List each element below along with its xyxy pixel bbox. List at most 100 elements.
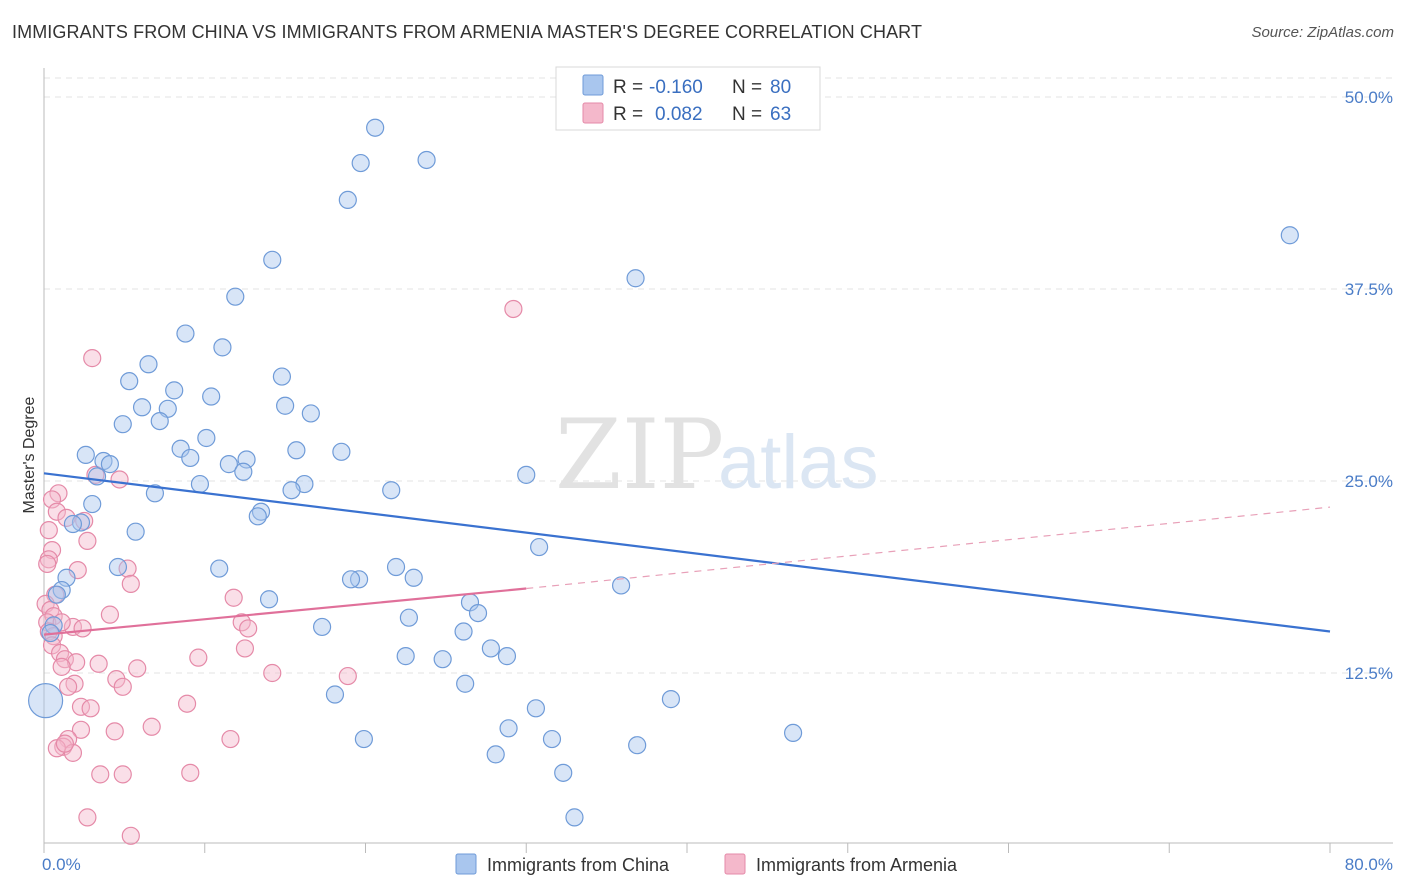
china-point-17 (276, 396, 295, 415)
chart-title: IMMIGRANTS FROM CHINA VS IMMIGRANTS FROM… (12, 22, 923, 42)
china-point-76 (542, 729, 562, 749)
armenia-point-48 (81, 699, 100, 718)
y-axis-label: Master's Degree (21, 396, 38, 513)
trend-line-armenia-extended (526, 506, 1331, 590)
legend-n-label-china: N = (732, 77, 762, 98)
armenia-point-9 (39, 521, 58, 540)
armenia-point-41 (338, 666, 357, 686)
armenia-point-21 (100, 605, 120, 624)
china-point-15 (132, 398, 152, 417)
china-point-9 (213, 338, 232, 357)
china-point-71 (28, 683, 64, 719)
china-point-75 (354, 729, 373, 749)
china-point-45 (530, 537, 549, 557)
grid-lines (44, 77, 1393, 674)
china-point-67 (497, 647, 517, 666)
china-point-24 (332, 442, 351, 461)
china-point-51 (341, 570, 361, 589)
china-point-39 (83, 494, 102, 514)
watermark: ZIP atlas (555, 399, 879, 511)
china-point-29 (100, 455, 120, 474)
y-tick-label-3: 50.0% (1345, 88, 1393, 107)
china-point-3 (338, 190, 357, 210)
china-point-8 (176, 324, 195, 343)
armenia-point-6 (47, 502, 66, 521)
china-point-11 (272, 367, 292, 386)
china-point-65 (396, 647, 415, 666)
armenia-point-49 (142, 717, 161, 736)
china-point-38 (382, 481, 401, 500)
china-point-12 (120, 372, 139, 391)
y-tick-label-0: 12.5% (1345, 664, 1393, 683)
china-point-25 (76, 445, 95, 464)
legend-r-value-armenia: 0.082 (655, 104, 703, 125)
stats-legend: R = -0.160 N = 80 R = 0.082 N = 63 (555, 66, 821, 131)
china-point-10 (139, 355, 158, 374)
china-point-7 (226, 287, 245, 306)
china-point-18 (301, 404, 320, 423)
armenia-point-35 (189, 648, 208, 667)
source-label: Source: ZipAtlas.com (1251, 24, 1394, 41)
bottom-legend-label-armenia: Immigrants from Armenia (756, 855, 958, 875)
armenia-point-16 (121, 574, 140, 594)
china-point-43 (63, 514, 83, 534)
armenia-point-32 (235, 639, 255, 658)
armenia-point-33 (50, 643, 70, 663)
watermark-atlas: atlas (718, 420, 879, 505)
china-point-13 (165, 381, 184, 400)
china-point-31 (234, 462, 253, 481)
tick-labels: 12.5% 25.0% 37.5% 50.0% 0.0% 80.0% (42, 88, 1393, 874)
armenia-point-61 (121, 826, 140, 845)
armenia-point-45 (113, 677, 132, 696)
armenia-point-38 (128, 659, 147, 678)
china-point-22 (171, 439, 190, 458)
china-point-23 (287, 441, 306, 460)
china-point-73 (499, 719, 518, 738)
china-point-78 (486, 745, 505, 764)
armenia-point-39 (52, 657, 71, 676)
armenia-point-58 (113, 765, 132, 784)
x-tick-label-1: 80.0% (1345, 855, 1393, 874)
trend-line-armenia (43, 587, 527, 636)
china-point-32 (517, 465, 536, 484)
china-point-0 (366, 118, 385, 137)
armenia-point-60 (78, 808, 97, 827)
china-point-21 (197, 428, 216, 448)
armenia-point-27 (239, 619, 258, 638)
china-point-41 (248, 507, 267, 526)
china-point-4 (1280, 226, 1299, 245)
bottom-legend-label-china: Immigrants from China (487, 855, 670, 875)
china-point-59 (399, 608, 419, 627)
china-point-6 (626, 269, 645, 288)
x-tick-label-0: 0.0% (42, 855, 81, 874)
china-point-72 (526, 699, 545, 718)
legend-n-label-armenia: N = (732, 104, 762, 125)
armenia-point-62 (55, 734, 74, 753)
china-point-52 (404, 568, 423, 587)
trend-lines (43, 472, 1331, 636)
china-point-20 (150, 411, 169, 431)
china-point-14 (202, 387, 221, 406)
legend-n-value-china: 80 (770, 77, 791, 98)
armenia-point-40 (263, 663, 282, 683)
armenia-point-59 (181, 763, 200, 782)
series-china (28, 118, 1299, 827)
china-point-56 (259, 590, 279, 609)
armenia-point-28 (73, 619, 92, 638)
china-point-61 (312, 617, 332, 637)
china-point-79 (554, 763, 573, 782)
armenia-point-53 (221, 729, 240, 749)
series-armenia (36, 299, 523, 845)
watermark-zip: ZIP (555, 399, 724, 511)
china-point-2 (417, 150, 436, 170)
china-point-58 (468, 603, 488, 623)
armenia-point-13 (38, 554, 57, 574)
armenia-point-0 (504, 299, 523, 319)
china-point-1 (351, 153, 370, 173)
china-point-30 (219, 455, 238, 474)
china-point-46 (108, 557, 128, 577)
legend-swatch-armenia (582, 102, 604, 124)
y-tick-label-1: 25.0% (1345, 472, 1393, 491)
china-point-74 (783, 723, 803, 743)
armenia-point-50 (71, 720, 91, 739)
